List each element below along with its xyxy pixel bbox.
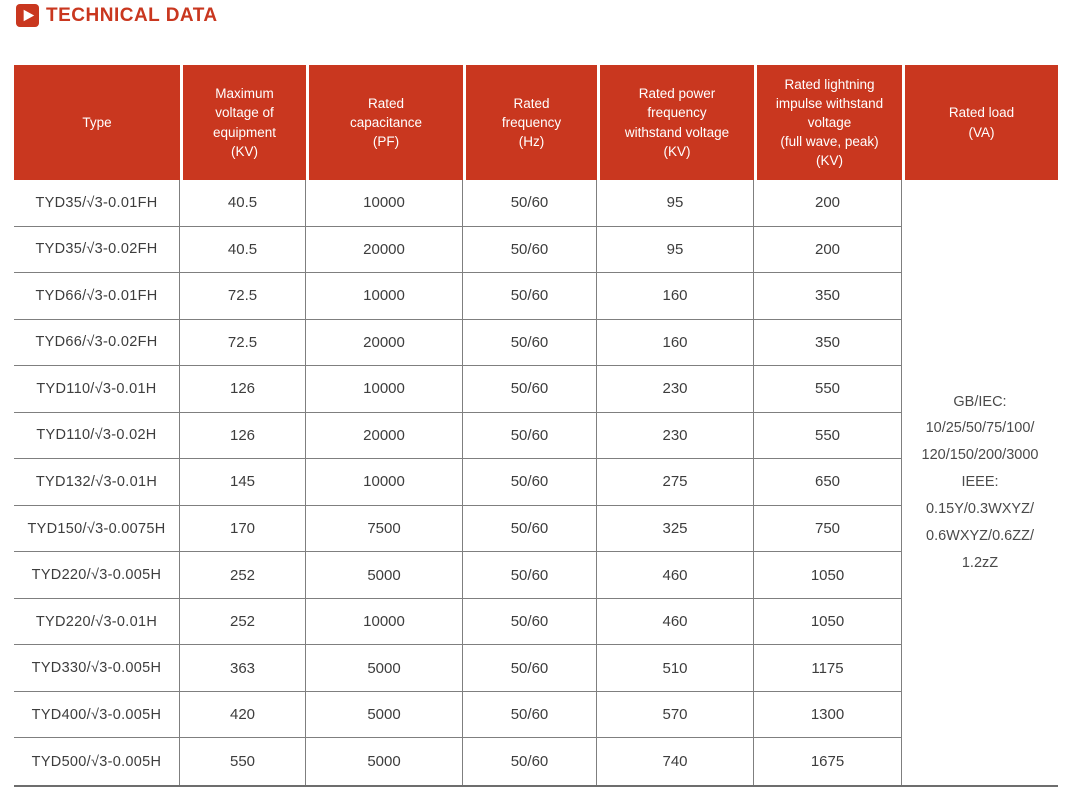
power-freq-withstand-cell: 230 [597, 366, 754, 413]
max-voltage-cell: 420 [180, 691, 306, 739]
power-freq-withstand-cell: 95 [597, 180, 754, 227]
power-freq-withstand-cell: 460 [597, 552, 754, 599]
max-voltage-cell: 145 [180, 459, 306, 506]
rated-frequency-cell: 50/60 [463, 598, 597, 646]
column-header-lightning-impulse: Rated lightning impulse withstand voltag… [754, 65, 902, 180]
rated-capacitance-cell: 10000 [306, 598, 463, 646]
rated-frequency-cell: 50/60 [463, 180, 597, 227]
rated-frequency-cell: 50/60 [463, 691, 597, 739]
lightning-impulse-withstand-cell: 1050 [754, 552, 902, 599]
rated-frequency-cell: 50/60 [463, 505, 597, 553]
column-header-max-voltage: Maximum voltage of equipment (KV) [180, 65, 306, 180]
rated-capacitance-cell: 10000 [306, 366, 463, 413]
lightning-impulse-withstand-cell: 1675 [754, 738, 902, 785]
max-voltage-cell: 170 [180, 505, 306, 553]
max-voltage-cell: 550 [180, 738, 306, 785]
rated-frequency-cell: 50/60 [463, 366, 597, 413]
power-freq-withstand-cell: 230 [597, 412, 754, 460]
type-cell: TYD400/√3-0.005H [14, 691, 180, 739]
rated-capacitance-cell: 10000 [306, 273, 463, 320]
max-voltage-cell: 363 [180, 645, 306, 692]
type-cell: TYD110/√3-0.01H [14, 366, 180, 413]
rated-frequency-cell: 50/60 [463, 738, 597, 785]
type-cell: TYD220/√3-0.005H [14, 552, 180, 599]
rated-capacitance-cell: 10000 [306, 180, 463, 227]
power-freq-withstand-cell: 160 [597, 319, 754, 367]
rated-frequency-cell: 50/60 [463, 645, 597, 692]
column-header-type: Type [14, 65, 180, 180]
power-freq-withstand-cell: 95 [597, 226, 754, 274]
rated-frequency-cell: 50/60 [463, 552, 597, 599]
lightning-impulse-withstand-cell: 550 [754, 412, 902, 460]
lightning-impulse-withstand-cell: 1050 [754, 598, 902, 646]
rated-capacitance-cell: 10000 [306, 459, 463, 506]
column-header-rated-frequency: Rated frequency (Hz) [463, 65, 597, 180]
rated-capacitance-cell: 5000 [306, 552, 463, 599]
max-voltage-cell: 252 [180, 598, 306, 646]
rated-capacitance-cell: 20000 [306, 412, 463, 460]
type-cell: TYD220/√3-0.01H [14, 598, 180, 646]
lightning-impulse-withstand-cell: 200 [754, 180, 902, 227]
lightning-impulse-withstand-cell: 1175 [754, 645, 902, 692]
type-cell: TYD132/√3-0.01H [14, 459, 180, 506]
power-freq-withstand-cell: 325 [597, 505, 754, 553]
rated-capacitance-cell: 20000 [306, 226, 463, 274]
type-cell: TYD330/√3-0.005H [14, 645, 180, 692]
column-header-rated-load: Rated load (VA) [902, 65, 1058, 180]
type-cell: TYD500/√3-0.005H [14, 738, 180, 785]
lightning-impulse-withstand-cell: 750 [754, 505, 902, 553]
rated-frequency-cell: 50/60 [463, 459, 597, 506]
page-title: TECHNICAL DATA [46, 4, 218, 26]
max-voltage-cell: 72.5 [180, 273, 306, 320]
power-freq-withstand-cell: 460 [597, 598, 754, 646]
max-voltage-cell: 126 [180, 366, 306, 413]
rated-capacitance-cell: 5000 [306, 645, 463, 692]
rated-frequency-cell: 50/60 [463, 273, 597, 320]
lightning-impulse-withstand-cell: 350 [754, 319, 902, 367]
max-voltage-cell: 40.5 [180, 226, 306, 274]
rated-capacitance-cell: 5000 [306, 691, 463, 739]
type-cell: TYD35/√3-0.01FH [14, 180, 180, 227]
type-cell: TYD35/√3-0.02FH [14, 226, 180, 274]
section-title-bar: TECHNICAL DATA [16, 4, 218, 27]
type-cell: TYD66/√3-0.02FH [14, 319, 180, 367]
rated-frequency-cell: 50/60 [463, 319, 597, 367]
lightning-impulse-withstand-cell: 1300 [754, 691, 902, 739]
lightning-impulse-withstand-cell: 650 [754, 459, 902, 506]
type-cell: TYD110/√3-0.02H [14, 412, 180, 460]
rated-frequency-cell: 50/60 [463, 226, 597, 274]
table-body: GB/IEC: 10/25/50/75/100/ 120/150/200/300… [14, 180, 1058, 787]
power-freq-withstand-cell: 160 [597, 273, 754, 320]
power-freq-withstand-cell: 740 [597, 738, 754, 785]
rated-load-cell: GB/IEC: 10/25/50/75/100/ 120/150/200/300… [921, 393, 1039, 571]
lightning-impulse-withstand-cell: 550 [754, 366, 902, 413]
rated-capacitance-cell: 20000 [306, 319, 463, 367]
max-voltage-cell: 252 [180, 552, 306, 599]
power-freq-withstand-cell: 510 [597, 645, 754, 692]
power-freq-withstand-cell: 275 [597, 459, 754, 506]
rated-capacitance-cell: 5000 [306, 738, 463, 785]
max-voltage-cell: 72.5 [180, 319, 306, 367]
play-icon [16, 4, 39, 27]
max-voltage-cell: 126 [180, 412, 306, 460]
technical-data-table: Type Maximum voltage of equipment (KV) R… [14, 65, 1058, 787]
rated-capacitance-cell: 7500 [306, 505, 463, 553]
max-voltage-cell: 40.5 [180, 180, 306, 227]
table-header-row: Type Maximum voltage of equipment (KV) R… [14, 65, 1058, 180]
column-header-rated-capacitance: Rated capacitance (PF) [306, 65, 463, 180]
column-header-power-freq-withstand: Rated power frequency withstand voltage … [597, 65, 754, 180]
power-freq-withstand-cell: 570 [597, 691, 754, 739]
lightning-impulse-withstand-cell: 200 [754, 226, 902, 274]
type-cell: TYD150/√3-0.0075H [14, 505, 180, 553]
rated-frequency-cell: 50/60 [463, 412, 597, 460]
lightning-impulse-withstand-cell: 350 [754, 273, 902, 320]
type-cell: TYD66/√3-0.01FH [14, 273, 180, 320]
